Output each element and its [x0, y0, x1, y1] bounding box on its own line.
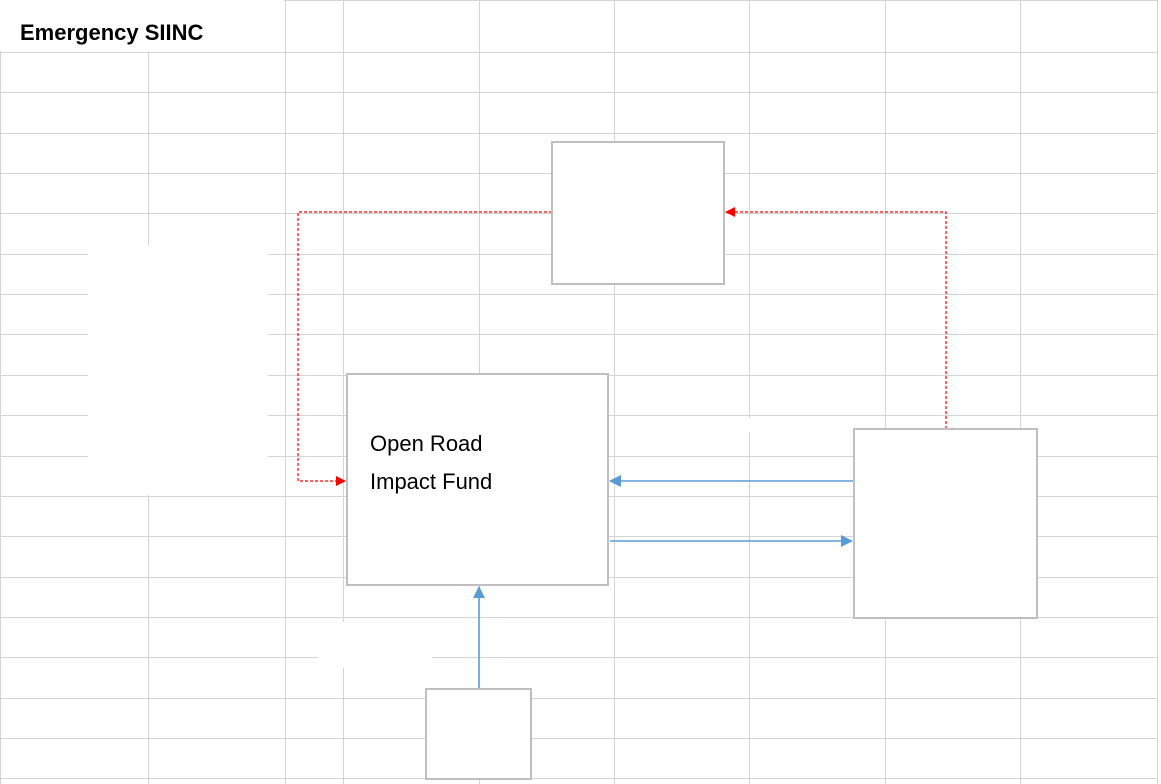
sheet-title: Emergency SIINC — [20, 20, 204, 45]
arrow — [297, 211, 552, 486]
blank-area — [140, 455, 156, 495]
box — [425, 688, 532, 780]
box — [551, 141, 725, 285]
node-label: Impact Fund — [370, 469, 492, 494]
blank-area — [318, 622, 432, 668]
box — [346, 373, 609, 586]
blank-area — [88, 245, 268, 462]
blank-area — [630, 418, 825, 432]
box — [853, 428, 1038, 619]
arrow — [725, 207, 947, 429]
title-cell — [0, 0, 284, 51]
node-label: Open Road — [370, 431, 483, 456]
